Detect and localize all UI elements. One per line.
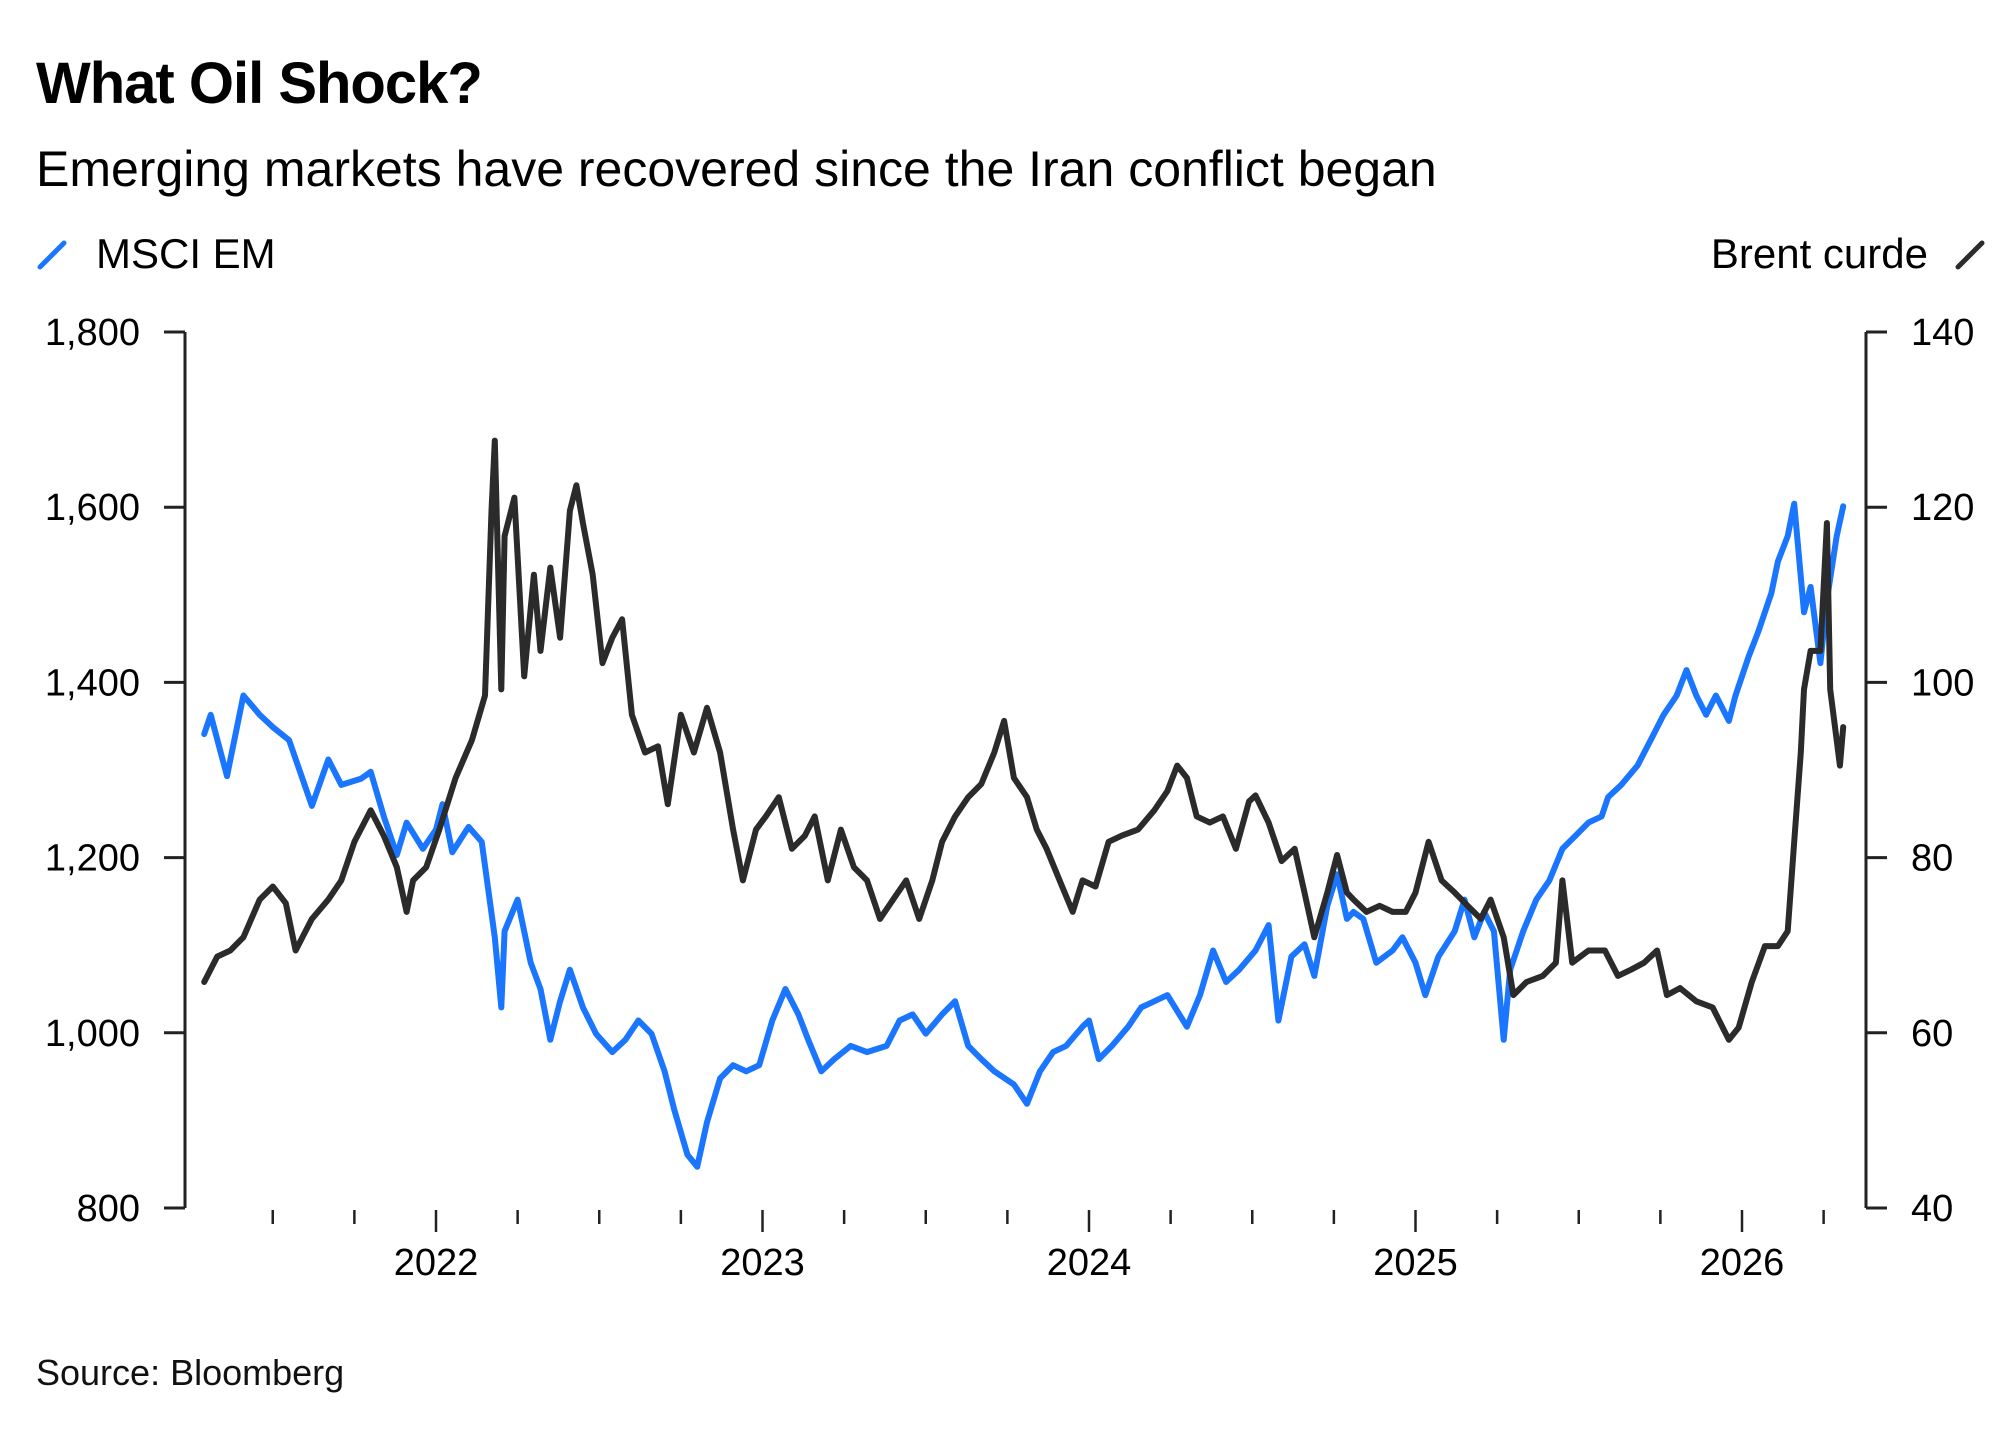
legend-label-msci-em: MSCI EM xyxy=(96,230,276,277)
x-axis-tick-label: 2022 xyxy=(394,1242,479,1284)
right-axis-tick-label: 140 xyxy=(1911,312,1974,354)
series-line-msci-em xyxy=(201,500,1847,1170)
legend-item-msci-em: MSCI EM xyxy=(36,230,276,278)
left-axis-tick-label: 1,600 xyxy=(45,487,140,529)
legend-item-brent: Brent curde xyxy=(1711,230,1988,278)
x-axis-tick-label: 2024 xyxy=(1047,1242,1132,1284)
diagonal-line-icon xyxy=(1955,240,1985,270)
left-axis-tick-label: 1,200 xyxy=(45,838,140,880)
left-axis-tick-label: 800 xyxy=(77,1188,140,1230)
right-axis-tick-label: 40 xyxy=(1911,1188,1953,1230)
diagonal-line-icon xyxy=(37,240,67,270)
legend-label-brent: Brent curde xyxy=(1710,230,1928,277)
right-axis-tick-label: 120 xyxy=(1911,487,1974,529)
series-line-brent-curde xyxy=(201,437,1847,1043)
source-note: Source: Bloomberg xyxy=(36,1352,345,1393)
chart-title: What Oil Shock? xyxy=(36,51,483,116)
right-axis-tick-label: 80 xyxy=(1911,838,1953,880)
x-axis-tick-label: 2023 xyxy=(720,1242,805,1284)
right-axis-tick-label: 100 xyxy=(1911,662,1974,704)
chart-subtitle: Emerging markets have recovered since th… xyxy=(36,141,1437,197)
left-axis-tick-label: 1,000 xyxy=(45,1013,140,1055)
left-axis-tick-label: 1,800 xyxy=(45,312,140,354)
x-axis-tick-label: 2025 xyxy=(1373,1242,1458,1284)
x-axis-tick-label: 2026 xyxy=(1700,1242,1785,1284)
left-axis-tick-label: 1,400 xyxy=(45,662,140,704)
right-axis-tick-label: 60 xyxy=(1911,1013,1953,1055)
